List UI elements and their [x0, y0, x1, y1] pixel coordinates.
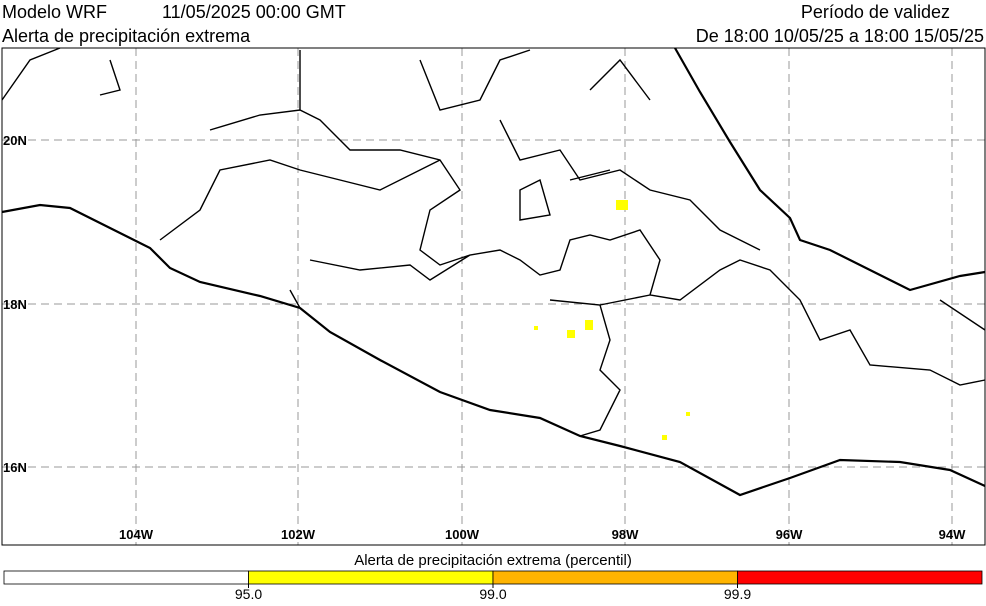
alert-spot — [616, 200, 628, 210]
colorbar-tick-label: 99.9 — [724, 586, 751, 601]
lat-label: 20N — [3, 133, 27, 148]
state-borders — [1, 47, 986, 437]
lon-label: 100W — [445, 527, 480, 542]
colorbar-segment — [3, 570, 249, 585]
lon-label: 96W — [776, 527, 803, 542]
lat-label: 18N — [3, 297, 27, 312]
boundaries — [1, 47, 986, 497]
model-name: Modelo WRF — [2, 2, 107, 22]
alert-spot — [585, 320, 593, 330]
validity-title: Período de validez — [801, 2, 950, 22]
run-time: 11/05/2025 00:00 GMT — [162, 2, 346, 22]
colorbar-segment — [492, 570, 738, 585]
colorbar-tick-label: 95.0 — [235, 586, 262, 601]
graticule: 20N 18N 16N 104W 102W 100W 98W 96W 94W — [2, 48, 985, 545]
colorbar-segment — [737, 570, 983, 585]
map-title: Alerta de precipitación extrema — [2, 26, 251, 46]
alert-spot — [534, 326, 538, 330]
alert-spots — [534, 200, 690, 440]
colorbar-segment — [248, 570, 494, 585]
lat-label: 16N — [3, 460, 27, 475]
alert-spot — [567, 330, 575, 338]
lon-label: 94W — [939, 527, 966, 542]
lon-label: 102W — [281, 527, 316, 542]
colorbar-title: Alerta de precipitación extrema (percent… — [354, 552, 632, 569]
gulf-coast — [674, 47, 986, 292]
lon-label: 98W — [612, 527, 639, 542]
alert-spot — [662, 435, 667, 440]
map-frame — [1, 47, 986, 546]
lon-label: 104W — [119, 527, 154, 542]
validity-period: De 18:00 10/05/25 a 18:00 15/05/25 — [696, 26, 984, 46]
alert-spot — [686, 412, 690, 416]
colorbar: 95.0 99.0 99.9 — [3, 570, 983, 602]
pacific-coast — [1, 203, 986, 497]
colorbar-tick-label: 99.0 — [479, 586, 506, 601]
